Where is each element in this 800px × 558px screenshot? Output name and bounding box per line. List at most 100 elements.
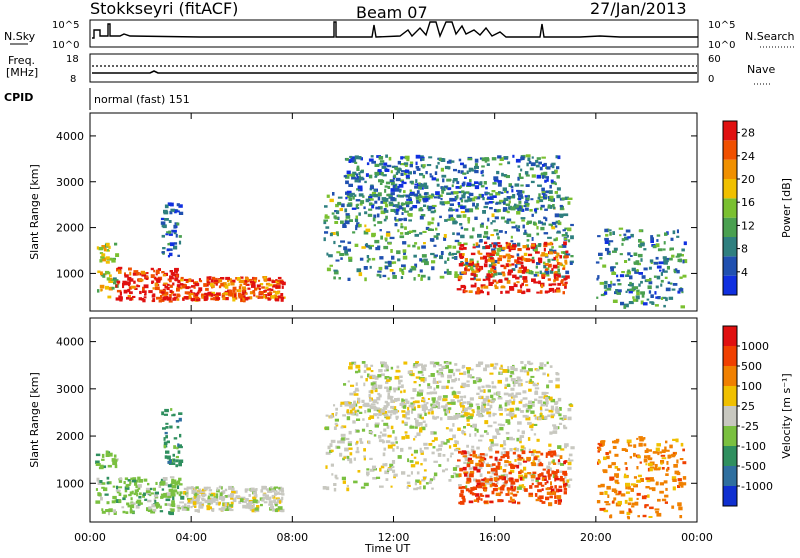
data-cell [384, 369, 387, 372]
data-cell [393, 261, 397, 264]
data-cell [396, 169, 401, 174]
data-cell [364, 224, 367, 228]
data-cell [178, 204, 183, 208]
data-cell [423, 258, 428, 263]
data-cell [611, 271, 617, 275]
data-cell [621, 448, 627, 451]
data-cell [562, 415, 567, 419]
data-cell [635, 299, 639, 302]
data-cell [511, 263, 515, 266]
data-cell [467, 219, 470, 224]
data-cell [508, 500, 513, 503]
data-cell [624, 462, 628, 465]
data-cell [493, 473, 498, 476]
data-cell [514, 459, 517, 462]
data-cell [452, 232, 455, 235]
data-cell [355, 403, 358, 407]
data-cell [410, 464, 416, 468]
data-cell [474, 165, 479, 169]
data-cell [128, 267, 132, 271]
data-cell [509, 496, 513, 500]
data-cell [482, 255, 487, 260]
data-cell [489, 500, 493, 503]
data-cell [555, 220, 561, 224]
data-cell [124, 272, 126, 276]
data-cell [550, 413, 556, 417]
data-cell [368, 196, 373, 199]
data-cell [423, 409, 426, 413]
data-cell [518, 400, 523, 404]
data-cell [517, 486, 522, 490]
data-cell [379, 229, 382, 232]
data-cell [191, 490, 195, 494]
data-cell [193, 496, 196, 500]
data-cell [485, 186, 488, 190]
x-tick-label: 20:00 [580, 531, 612, 544]
data-cell [113, 454, 117, 458]
data-cell [511, 498, 515, 503]
data-cell [174, 209, 177, 214]
data-cell [393, 475, 396, 479]
data-cell [539, 290, 543, 294]
data-cell [478, 378, 482, 382]
data-cell [346, 204, 352, 207]
data-cell [540, 173, 544, 176]
data-cell [363, 402, 366, 405]
data-cell [416, 487, 421, 490]
data-cell [598, 460, 601, 464]
data-cell [385, 478, 389, 481]
data-cell [525, 409, 529, 413]
data-cell [615, 438, 620, 442]
data-cell [390, 192, 395, 196]
data-cell [383, 406, 387, 410]
data-cell [116, 485, 119, 490]
data-cell [491, 190, 496, 193]
data-cell [625, 290, 628, 293]
data-cell [366, 468, 370, 471]
data-cell [562, 255, 566, 259]
data-cell [556, 231, 561, 234]
data-cell [557, 155, 561, 160]
data-cell [606, 455, 610, 460]
data-cell [479, 267, 482, 271]
data-cell [344, 249, 348, 254]
data-cell [548, 443, 552, 447]
data-cell [408, 219, 412, 222]
colorbar-tick-label: 24 [741, 150, 755, 163]
data-cell [264, 276, 267, 280]
data-cell [516, 242, 521, 247]
data-cell [488, 274, 493, 278]
data-cell [211, 492, 216, 497]
colorbar-swatch [723, 198, 737, 218]
data-cell [153, 269, 156, 273]
data-cell [107, 249, 109, 252]
data-cell [520, 285, 523, 289]
data-cell [421, 365, 426, 368]
data-cell [369, 415, 375, 419]
data-cell [358, 172, 361, 175]
data-cell [509, 477, 513, 480]
data-cell [566, 479, 570, 483]
data-cell [526, 244, 529, 248]
data-cell [560, 463, 565, 466]
data-cell [253, 293, 256, 297]
data-cell [674, 270, 677, 274]
data-cell [464, 208, 470, 213]
data-cell [509, 246, 515, 249]
data-cell [544, 263, 549, 266]
data-cell [598, 252, 603, 256]
data-cell [608, 240, 614, 243]
data-cell [626, 439, 632, 444]
data-cell [475, 244, 481, 248]
data-cell [416, 190, 420, 194]
data-cell [567, 227, 572, 232]
data-cell [400, 390, 403, 394]
data-cell [568, 453, 573, 457]
data-cell [660, 454, 666, 457]
data-cell [484, 479, 489, 483]
data-cell [618, 503, 621, 507]
data-cell [557, 397, 562, 402]
data-cell [561, 275, 566, 278]
data-cell [465, 488, 470, 492]
data-cell [211, 508, 215, 512]
